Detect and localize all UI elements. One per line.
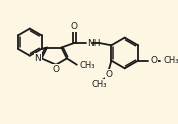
Text: N: N [35,54,41,63]
Text: CH₃: CH₃ [92,80,107,89]
Text: CH₃: CH₃ [163,56,178,65]
Text: O: O [151,56,158,65]
Text: NH: NH [87,39,100,47]
Text: O: O [71,22,78,31]
Text: CH₃: CH₃ [80,61,95,70]
Text: O: O [105,70,112,79]
Text: O: O [53,65,59,74]
